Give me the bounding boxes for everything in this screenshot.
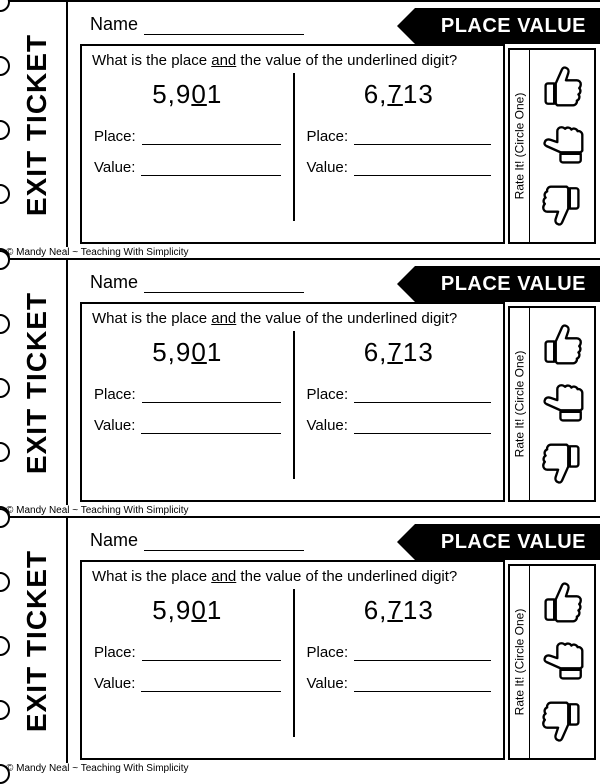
- content-box: What is the place and the value of the u…: [80, 302, 505, 502]
- number-left: 5,901: [94, 79, 281, 110]
- number-right: 6,713: [307, 79, 492, 110]
- problem-right: 6,713 Place: Value:: [293, 73, 504, 221]
- value-field: Value:: [94, 675, 281, 692]
- name-row: Name: [90, 530, 304, 551]
- thumbs-side-icon[interactable]: [537, 379, 587, 429]
- prompt-text: What is the place and the value of the u…: [82, 562, 503, 589]
- value-field: Value:: [307, 675, 492, 692]
- exit-ticket: EXIT TICKET Name PLACE VALUE What is the…: [0, 516, 600, 774]
- place-field: Place:: [94, 386, 281, 403]
- exit-ticket-label: EXIT TICKET: [8, 260, 68, 505]
- thumbs-up-icon[interactable]: [537, 60, 587, 110]
- exit-ticket-label: EXIT TICKET: [8, 518, 68, 763]
- value-field: Value:: [94, 159, 281, 176]
- name-label: Name: [90, 14, 138, 35]
- title-banner: PLACE VALUE: [415, 524, 600, 560]
- rate-it-label: Rate It! (Circle One): [510, 566, 530, 758]
- place-input-line[interactable]: [354, 133, 491, 145]
- copyright-text: © Mandy Neal ~ Teaching With Simplicity: [6, 247, 189, 258]
- value-input-line[interactable]: [141, 422, 280, 434]
- thumbs-down-icon[interactable]: [537, 698, 587, 748]
- value-input-line[interactable]: [354, 680, 491, 692]
- thumbs-side-icon[interactable]: [537, 637, 587, 687]
- name-row: Name: [90, 14, 304, 35]
- number-right: 6,713: [307, 337, 492, 368]
- name-row: Name: [90, 272, 304, 293]
- problem-left: 5,901 Place: Value:: [82, 331, 293, 479]
- name-input-line[interactable]: [144, 279, 304, 293]
- name-label: Name: [90, 272, 138, 293]
- number-right: 6,713: [307, 595, 492, 626]
- thumbs-side-icon[interactable]: [537, 121, 587, 171]
- problem-left: 5,901 Place: Value:: [82, 589, 293, 737]
- number-left: 5,901: [94, 337, 281, 368]
- place-input-line[interactable]: [354, 649, 491, 661]
- value-input-line[interactable]: [354, 164, 491, 176]
- value-input-line[interactable]: [141, 164, 280, 176]
- rate-it-label: Rate It! (Circle One): [510, 50, 530, 242]
- value-input-line[interactable]: [354, 422, 491, 434]
- thumbs-down-icon[interactable]: [537, 440, 587, 490]
- rate-it-label: Rate It! (Circle One): [510, 308, 530, 500]
- rate-it-box: Rate It! (Circle One): [508, 48, 596, 244]
- place-field: Place:: [307, 386, 492, 403]
- exit-ticket-label: EXIT TICKET: [8, 2, 68, 247]
- place-field: Place:: [307, 128, 492, 145]
- rate-it-box: Rate It! (Circle One): [508, 306, 596, 502]
- value-field: Value:: [307, 159, 492, 176]
- thumbs-up-icon[interactable]: [537, 318, 587, 368]
- name-input-line[interactable]: [144, 537, 304, 551]
- copyright-text: © Mandy Neal ~ Teaching With Simplicity: [6, 505, 189, 516]
- content-box: What is the place and the value of the u…: [80, 560, 505, 760]
- place-field: Place:: [307, 644, 492, 661]
- title-banner: PLACE VALUE: [415, 266, 600, 302]
- thumbs-down-icon[interactable]: [537, 182, 587, 232]
- place-input-line[interactable]: [142, 391, 281, 403]
- copyright-text: © Mandy Neal ~ Teaching With Simplicity: [6, 763, 189, 774]
- name-input-line[interactable]: [144, 21, 304, 35]
- problem-left: 5,901 Place: Value:: [82, 73, 293, 221]
- name-label: Name: [90, 530, 138, 551]
- place-input-line[interactable]: [142, 133, 281, 145]
- thumbs-up-icon[interactable]: [537, 576, 587, 626]
- prompt-text: What is the place and the value of the u…: [82, 46, 503, 73]
- rate-it-box: Rate It! (Circle One): [508, 564, 596, 760]
- problem-right: 6,713 Place: Value:: [293, 589, 504, 737]
- number-left: 5,901: [94, 595, 281, 626]
- exit-ticket: EXIT TICKET Name PLACE VALUE What is the…: [0, 0, 600, 258]
- value-field: Value:: [94, 417, 281, 434]
- title-banner: PLACE VALUE: [415, 8, 600, 44]
- place-input-line[interactable]: [142, 649, 281, 661]
- problem-right: 6,713 Place: Value:: [293, 331, 504, 479]
- value-input-line[interactable]: [141, 680, 280, 692]
- place-field: Place:: [94, 128, 281, 145]
- place-input-line[interactable]: [354, 391, 491, 403]
- exit-ticket: EXIT TICKET Name PLACE VALUE What is the…: [0, 258, 600, 516]
- content-box: What is the place and the value of the u…: [80, 44, 505, 244]
- value-field: Value:: [307, 417, 492, 434]
- prompt-text: What is the place and the value of the u…: [82, 304, 503, 331]
- place-field: Place:: [94, 644, 281, 661]
